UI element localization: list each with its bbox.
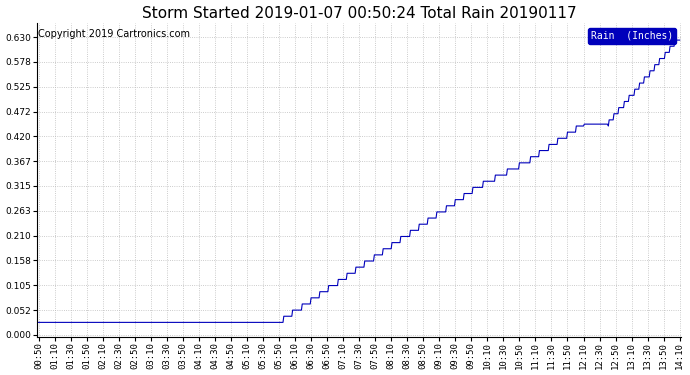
Rain  (Inches) [671, 38, 679, 42]
Rain  (Inches) [669, 44, 678, 48]
Rain  (Inches) [121, 320, 129, 325]
Legend: Rain  (Inches): Rain (Inches) [589, 28, 676, 44]
Rain  (Inches) [326, 283, 335, 288]
Text: Copyright 2019 Cartronics.com: Copyright 2019 Cartronics.com [38, 29, 190, 39]
Rain  (Inches) [676, 38, 684, 42]
Title: Storm Started 2019-01-07 00:50:24 Total Rain 20190117: Storm Started 2019-01-07 00:50:24 Total … [142, 6, 576, 21]
Rain  (Inches) [128, 320, 137, 325]
Line: Rain  (Inches): Rain (Inches) [39, 40, 680, 322]
Rain  (Inches) [34, 320, 43, 325]
Rain  (Inches) [440, 210, 449, 214]
Rain  (Inches) [204, 320, 212, 325]
